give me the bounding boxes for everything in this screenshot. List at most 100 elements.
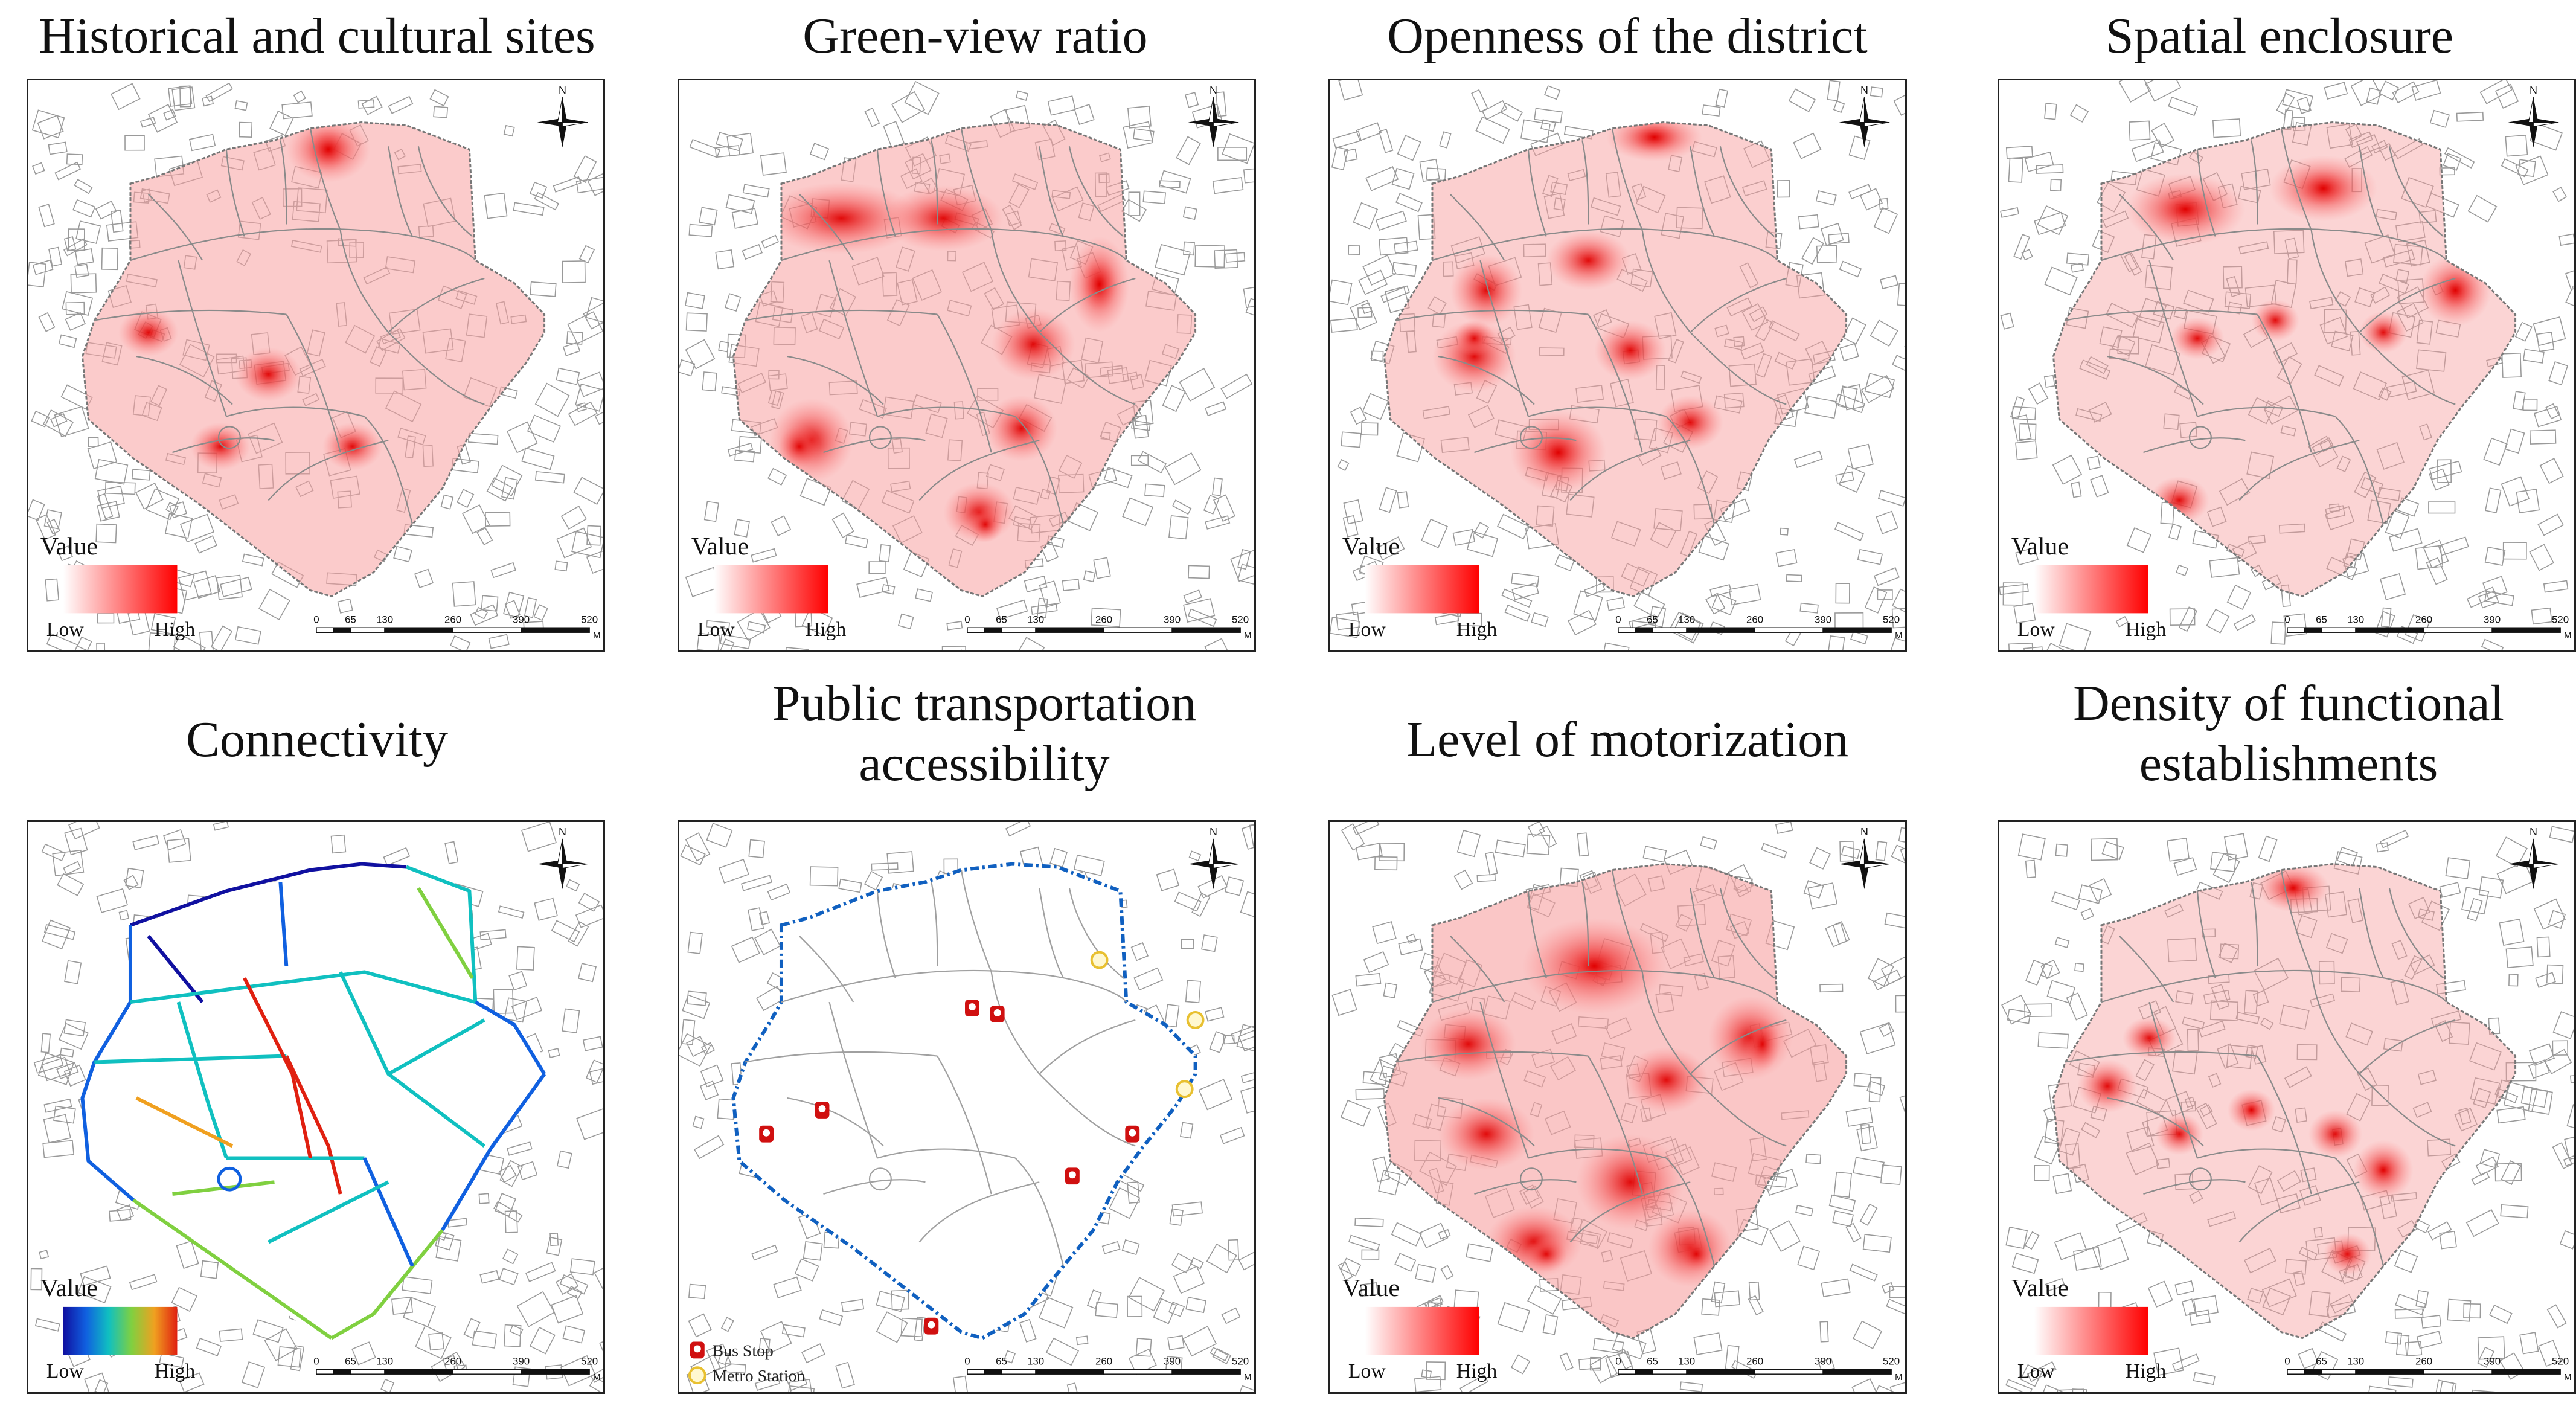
street-segment [135, 1096, 234, 1148]
street-network [745, 128, 1136, 525]
street-segment [94, 1054, 287, 1064]
north-label: N [1860, 84, 1868, 96]
scale-tick-label: 0 [313, 614, 319, 625]
north-arrow-icon: N [2508, 826, 2559, 890]
district-boundary [731, 862, 1197, 1340]
scale-tick-label: 65 [1647, 614, 1658, 625]
street-segment [278, 882, 289, 966]
heat-hotspot [1678, 1236, 1714, 1273]
scale-tick-label: 390 [513, 614, 530, 625]
value-legend: Value Low High [2011, 533, 2166, 641]
street-segment [268, 1180, 389, 1244]
heat-hotspot [2240, 1099, 2263, 1121]
scale-tick-label: 520 [1232, 614, 1249, 625]
heat-hotspot [2122, 1016, 2177, 1059]
legend-title: Value [40, 1274, 98, 1302]
bus-stop-icon [759, 1125, 774, 1143]
north-arrow-icon: N [537, 84, 588, 148]
heat-hotspot [307, 128, 350, 171]
heat-hotspot [2077, 1059, 2138, 1113]
legend-title: Value [1342, 533, 1400, 560]
heat-hotspot [2323, 1233, 2372, 1276]
street-segment [441, 1073, 546, 1231]
heat-surface [733, 122, 1196, 597]
street-network [94, 128, 485, 525]
heat-hotspot [2155, 1112, 2203, 1155]
street-segment [387, 1018, 485, 1076]
district-boundary [2052, 863, 2517, 1340]
heat-hotspot [1432, 320, 1517, 393]
scale-bar: 0 65 130 260 390 520 M [1615, 614, 1902, 641]
scale-tick-label: 390 [1815, 614, 1831, 625]
legend-low-label: Low [1348, 1360, 1386, 1382]
bus-stop-legend-label: Bus Stop [713, 1341, 774, 1360]
bus-stop-icon [815, 1102, 830, 1119]
value-legend: Value Low High [1342, 1274, 1497, 1382]
value-legend: Value Low High [40, 533, 195, 641]
metro-station-icon [1186, 1011, 1205, 1029]
panel-title-functional-density: Density of functional establishments [2073, 675, 2504, 792]
north-arrow-icon: N [1839, 826, 1890, 890]
street-segment [405, 865, 478, 1003]
panel-title-historical: Historical and cultural sites [39, 8, 595, 64]
legend-title: Value [691, 533, 749, 560]
scale-tick-label: 130 [1678, 614, 1695, 625]
district-boundary [81, 121, 546, 598]
legend-title: Value [2011, 533, 2069, 560]
legend-high-label: High [2126, 618, 2167, 641]
panel-title-public-transport: Public transportation accessibility [772, 675, 1197, 792]
legend-high-label: High [2126, 1360, 2167, 1382]
bus-stop-icon [1125, 1125, 1140, 1143]
scale-tick-label: 65 [2316, 614, 2327, 625]
scale-tick-label: 520 [581, 614, 598, 625]
heat-hotspot [1576, 1134, 1685, 1230]
scale-tick-label: 260 [444, 1355, 461, 1367]
legend-gradient-bar [63, 1306, 178, 1355]
street-network [1396, 870, 1787, 1266]
bus-stop-icon [1065, 1167, 1080, 1185]
scale-tick-label: 390 [513, 1355, 530, 1367]
street-segment [129, 862, 407, 927]
street-segment [474, 1000, 546, 1075]
scale-tick-label: 390 [1815, 1355, 1831, 1367]
legend-low-label: Low [1348, 618, 1386, 641]
scale-unit: M [2564, 1373, 2571, 1382]
street-network [2065, 870, 2456, 1266]
scale-tick-label: 520 [2552, 1355, 2569, 1367]
scale-unit: M [1895, 631, 1902, 641]
scale-tick-label: 65 [996, 614, 1007, 625]
legend-gradient-bar [2034, 565, 2148, 614]
street-segment [284, 1055, 342, 1195]
scale-tick-label: 65 [996, 1355, 1007, 1367]
legend-low-label: Low [46, 618, 85, 641]
panel-title-motorization: Level of motorization [1406, 711, 1849, 768]
scale-tick-label: 0 [313, 1355, 319, 1367]
scale-tick-label: 65 [2316, 1355, 2327, 1367]
legend-high-label: High [1456, 618, 1498, 641]
scale-tick-label: 390 [2484, 614, 2501, 625]
heat-hotspot [2359, 311, 2408, 354]
scale-bar: 0 65 130 260 390 520 M [2284, 614, 2571, 641]
street-segment [147, 934, 204, 1003]
scale-unit: M [1244, 1373, 1251, 1382]
scale-bar: 0 65 130 260 390 520 M [313, 1355, 600, 1382]
panel-title-connectivity: Connectivity [186, 711, 448, 768]
heat-hotspot [1657, 395, 1723, 450]
north-label: N [2530, 826, 2537, 838]
north-label: N [559, 826, 566, 838]
heat-hotspot [2170, 317, 2225, 360]
scale-tick-label: 130 [376, 1355, 393, 1367]
heat-hotspot [1624, 1047, 1709, 1113]
heat-hotspot [1450, 254, 1523, 327]
map-panel-openness: Value Low High N 0 65 130 260 390 520 M [1328, 79, 1907, 652]
transit-legend: Bus Stop Metro Station [688, 1341, 806, 1385]
heat-hotspot [1744, 1016, 1781, 1071]
north-label: N [559, 84, 566, 96]
scale-unit: M [593, 1373, 600, 1382]
north-arrow-icon: N [1188, 84, 1239, 148]
heat-hotspot [991, 308, 1075, 380]
legend-gradient-bar [1365, 1306, 1479, 1355]
district-boundary [2052, 121, 2517, 598]
scale-tick-label: 260 [1746, 1355, 1763, 1367]
value-legend: Value Low High [1342, 533, 1497, 641]
